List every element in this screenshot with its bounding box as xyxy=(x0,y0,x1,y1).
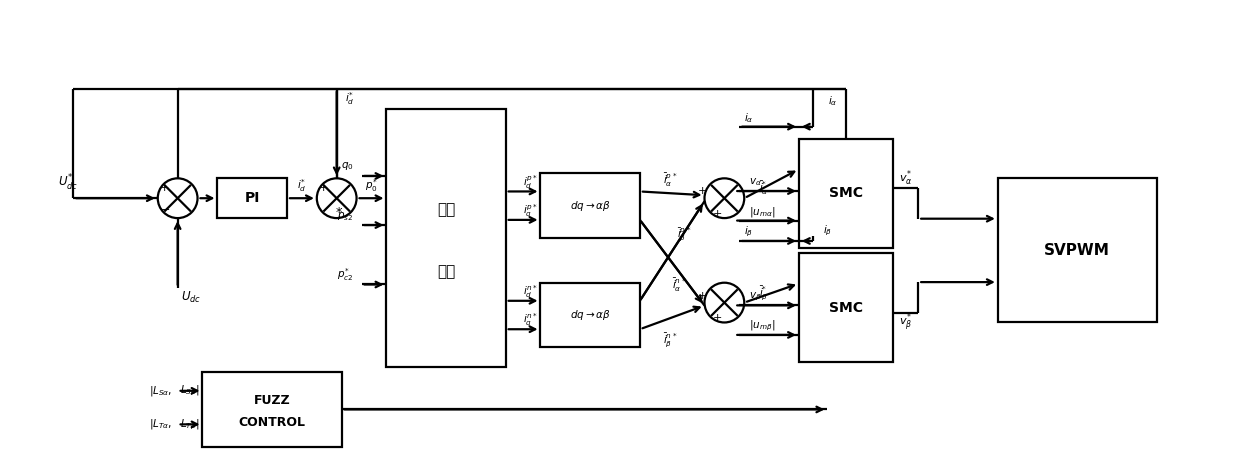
FancyBboxPatch shape xyxy=(998,178,1157,322)
Text: $\bar{i}^{*}_{\alpha}$: $\bar{i}^{*}_{\alpha}$ xyxy=(759,180,769,197)
Text: $\bar{i}^{*}_{\beta}$: $\bar{i}^{*}_{\beta}$ xyxy=(759,284,769,301)
Text: $|u_{m\alpha}|$: $|u_{m\alpha}|$ xyxy=(749,205,776,219)
Text: $q_{0}$: $q_{0}$ xyxy=(341,160,353,172)
Text: SMC: SMC xyxy=(830,186,863,200)
Text: $dq \rightarrow \alpha\beta$: $dq \rightarrow \alpha\beta$ xyxy=(569,308,610,322)
Text: $i_{\alpha}$: $i_{\alpha}$ xyxy=(828,94,837,108)
Circle shape xyxy=(704,178,744,218)
Text: +: + xyxy=(713,314,722,323)
Text: $\dot{p}_{s2}$: $\dot{p}_{s2}$ xyxy=(337,207,353,223)
FancyBboxPatch shape xyxy=(541,283,640,347)
Text: $\bar{i}^{p*}_{\alpha}$: $\bar{i}^{p*}_{\alpha}$ xyxy=(662,172,677,189)
Text: $i_{\beta}$: $i_{\beta}$ xyxy=(823,224,832,238)
FancyBboxPatch shape xyxy=(387,109,506,367)
FancyBboxPatch shape xyxy=(202,372,342,447)
Text: $p^{*}_{0}$: $p^{*}_{0}$ xyxy=(365,177,378,194)
Text: $i^{*}_{d}$: $i^{*}_{d}$ xyxy=(345,90,355,107)
Text: $L_{T\beta}|$: $L_{T\beta}|$ xyxy=(180,417,200,431)
Text: $v_{\beta}$: $v_{\beta}$ xyxy=(749,290,761,303)
Text: 变换: 变换 xyxy=(436,264,455,279)
Text: $|L_{S\alpha},$: $|L_{S\alpha},$ xyxy=(149,384,172,398)
Text: $\bar{i}^{p*}_{\beta}$: $\bar{i}^{p*}_{\beta}$ xyxy=(677,226,692,244)
FancyBboxPatch shape xyxy=(799,253,893,362)
Text: *: * xyxy=(336,205,342,219)
Text: $i^{p*}_{q}$: $i^{p*}_{q}$ xyxy=(523,202,538,219)
Text: +: + xyxy=(713,209,722,219)
Text: +: + xyxy=(160,183,170,193)
Text: $|u_{m\beta}|$: $|u_{m\beta}|$ xyxy=(749,319,775,333)
Text: +: + xyxy=(698,291,707,300)
Text: CONTROL: CONTROL xyxy=(238,417,305,429)
Text: $i^{*}_{d}$: $i^{*}_{d}$ xyxy=(298,177,306,194)
Text: $dq \rightarrow \alpha\beta$: $dq \rightarrow \alpha\beta$ xyxy=(569,199,610,212)
Text: $U^{*}_{dc}$: $U^{*}_{dc}$ xyxy=(58,173,78,193)
Text: FUZZ: FUZZ xyxy=(254,394,290,407)
Text: SVPWM: SVPWM xyxy=(1044,243,1110,258)
Circle shape xyxy=(704,283,744,322)
Text: $L_{S\beta}|$: $L_{S\beta}|$ xyxy=(180,384,200,398)
Circle shape xyxy=(157,178,197,218)
FancyBboxPatch shape xyxy=(541,173,640,238)
Circle shape xyxy=(316,178,357,218)
Text: $\bar{i}^{n*}_{\alpha}$: $\bar{i}^{n*}_{\alpha}$ xyxy=(672,278,687,294)
FancyBboxPatch shape xyxy=(217,178,286,218)
FancyBboxPatch shape xyxy=(799,139,893,248)
Text: SMC: SMC xyxy=(830,300,863,314)
Text: $-$: $-$ xyxy=(160,203,170,213)
Text: $i^{n*}_{q}$: $i^{n*}_{q}$ xyxy=(523,312,538,329)
Text: $i_{\alpha}$: $i_{\alpha}$ xyxy=(744,111,754,124)
Text: $U_{dc}$: $U_{dc}$ xyxy=(181,290,201,305)
Text: $i^{n*}_{d}$: $i^{n*}_{d}$ xyxy=(523,284,538,300)
Text: $i^{p*}_{d}$: $i^{p*}_{d}$ xyxy=(523,174,538,191)
Text: $\bar{i}^{n*}_{\beta}$: $\bar{i}^{n*}_{\beta}$ xyxy=(662,331,677,349)
Text: $v^{*}_{\alpha}$: $v^{*}_{\alpha}$ xyxy=(899,168,913,188)
Text: +: + xyxy=(698,186,707,196)
Text: $v^{*}_{\beta}$: $v^{*}_{\beta}$ xyxy=(899,312,911,334)
Text: PI: PI xyxy=(244,191,260,205)
Text: $|L_{T\alpha},$: $|L_{T\alpha},$ xyxy=(150,417,172,431)
Text: $v_{\alpha}$: $v_{\alpha}$ xyxy=(749,176,763,188)
Text: +: + xyxy=(319,183,329,193)
Text: $p^{*}_{c2}$: $p^{*}_{c2}$ xyxy=(337,266,353,283)
Text: 矩阵: 矩阵 xyxy=(436,202,455,217)
Text: $i_{\beta}$: $i_{\beta}$ xyxy=(744,225,754,239)
